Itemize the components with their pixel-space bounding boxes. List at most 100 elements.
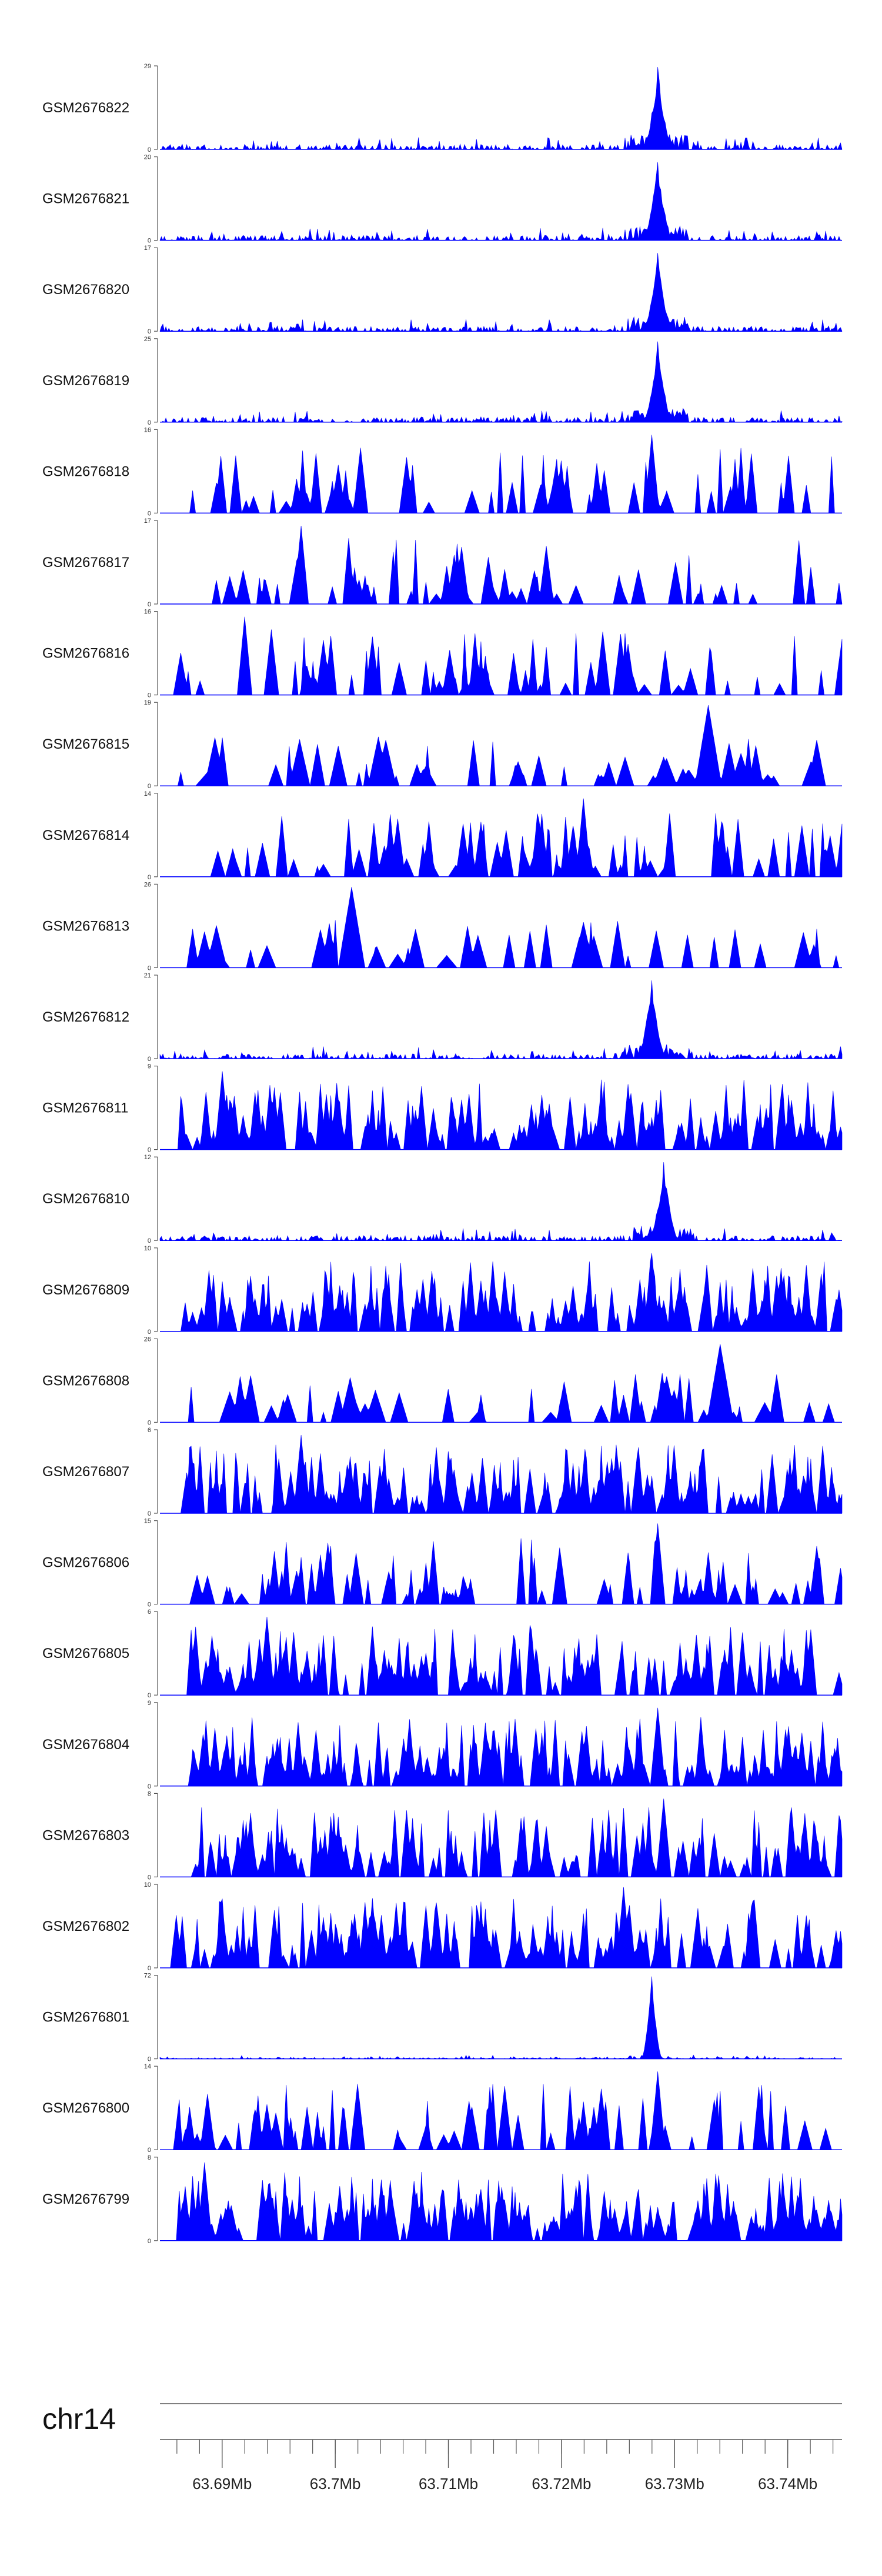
track-label: GSM2676801 <box>42 2010 129 2026</box>
track-y-min-label: 0 <box>148 1419 151 1426</box>
track-label: GSM2676817 <box>42 555 129 570</box>
x-tick-label: 63.7Mb <box>310 2475 361 2492</box>
track-y-min-label: 0 <box>148 1601 151 1609</box>
track-label: GSM2676812 <box>42 1009 129 1025</box>
coverage-track: GSM2676822 29 0 <box>42 63 843 154</box>
coverage-track: GSM2676817 17 0 <box>42 518 843 608</box>
coverage-track: GSM2676805 6 0 <box>42 1609 843 1699</box>
track-label: GSM2676811 <box>42 1100 128 1116</box>
coverage-track: GSM2676812 21 0 <box>42 972 843 1063</box>
track-y-max-label: 14 <box>144 790 151 798</box>
track-label: GSM2676822 <box>42 100 129 116</box>
track-y-max-label: 26 <box>144 881 151 888</box>
coverage-track: GSM2676809 10 0 <box>42 1245 843 1336</box>
track-y-max-label: 8 <box>148 2154 151 2161</box>
track-y-min-label: 0 <box>148 2238 151 2245</box>
track-y-min-label: 0 <box>148 1783 151 1790</box>
track-label: GSM2676816 <box>42 646 129 662</box>
track-y-min-label: 0 <box>148 692 151 699</box>
track-y-min-label: 0 <box>148 783 151 790</box>
track-y-max-label: 8 <box>148 1790 151 1797</box>
x-tick-label: 63.73Mb <box>645 2475 704 2492</box>
track-y-min-label: 0 <box>148 419 151 426</box>
track-label: GSM2676805 <box>42 1646 129 1661</box>
coverage-track: GSM2676807 6 0 <box>42 1427 843 1517</box>
track-y-min-label: 0 <box>148 874 151 881</box>
track-label: GSM2676803 <box>42 1827 129 1843</box>
track-y-max-label: 21 <box>144 972 151 979</box>
track-y-max-label: 12 <box>144 1154 151 1161</box>
track-y-min-label: 0 <box>148 601 151 608</box>
coverage-track: GSM2676815 19 0 <box>42 699 842 790</box>
track-label: GSM2676809 <box>42 1282 129 1298</box>
track-y-max-label: 6 <box>148 1609 151 1616</box>
coverage-track: GSM2676819 25 0 <box>42 336 843 426</box>
track-y-max-label: 72 <box>144 1973 151 1980</box>
track-y-min-label: 0 <box>148 1510 151 1517</box>
coverage-track: GSM2676806 15 0 <box>42 1518 843 1609</box>
coverage-track: GSM2676804 9 0 <box>42 1700 843 1790</box>
track-label: GSM2676802 <box>42 1918 129 1934</box>
track-label: GSM2676804 <box>42 1737 129 1753</box>
coverage-track: GSM2676814 14 0 <box>42 790 843 881</box>
track-y-min-label: 0 <box>148 238 151 245</box>
track-y-min-label: 0 <box>148 1237 151 1244</box>
coverage-track: GSM2676802 10 0 <box>42 1881 843 1972</box>
track-y-max-label: 26 <box>144 1336 151 1343</box>
track-y-max-label: 25 <box>144 336 151 343</box>
track-y-max-label: 9 <box>148 1700 151 1707</box>
track-y-min-label: 0 <box>148 1965 151 1972</box>
x-tick-label: 63.69Mb <box>192 2475 252 2492</box>
track-label: GSM2676806 <box>42 1555 129 1571</box>
coverage-area <box>160 435 842 513</box>
track-y-min-label: 0 <box>148 1329 151 1336</box>
coverage-area <box>160 1617 843 1696</box>
track-y-min-label: 0 <box>148 1692 151 1699</box>
track-label: GSM2676821 <box>42 191 129 207</box>
coverage-track: GSM2676800 14 0 <box>42 2063 842 2154</box>
x-tick-label: 63.71Mb <box>419 2475 478 2492</box>
coverage-track: GSM2676820 17 0 <box>42 245 843 335</box>
tracks-layer: GSM2676822290GSM2676821200GSM2676820170G… <box>42 63 843 2245</box>
track-label: GSM2676808 <box>42 1373 129 1389</box>
track-y-min-label: 0 <box>148 2147 151 2154</box>
track-y-min-label: 0 <box>148 1874 151 1881</box>
coverage-track: GSM2676811 9 0 <box>42 1063 843 1154</box>
track-label: GSM2676818 <box>42 463 129 479</box>
coverage-track: GSM2676799 8 0 <box>42 2154 843 2245</box>
track-label: GSM2676807 <box>42 1464 129 1480</box>
chromosome-label: chr14 <box>42 2403 116 2435</box>
track-y-max-label: 17 <box>144 518 151 525</box>
coverage-track: GSM2676808 26 0 <box>42 1336 842 1426</box>
track-y-max-label: 19 <box>144 699 151 706</box>
coverage-track: GSM2676821 20 0 <box>42 154 842 245</box>
track-y-min-label: 0 <box>148 510 151 517</box>
genome-axis: chr14 63.69Mb 63.7Mb 63.71Mb 63.72Mb 63.73Mb… <box>42 2403 842 2492</box>
track-label: GSM2676799 <box>42 2191 129 2207</box>
track-y-max-label: 16 <box>144 609 151 616</box>
track-y-max-label: 6 <box>148 1427 151 1434</box>
track-label: GSM2676814 <box>42 827 129 843</box>
coverage-area <box>160 1434 843 1514</box>
coverage-track: GSM2676803 8 0 <box>42 1790 843 1881</box>
coverage-area <box>160 2162 843 2241</box>
track-label: GSM2676813 <box>42 918 129 934</box>
coverage-track: GSM2676818 16 0 <box>42 426 842 517</box>
coverage-area <box>160 1253 843 1332</box>
genome-axis-ticks: 63.69Mb 63.7Mb 63.71Mb 63.72Mb 63.73Mb 63.74M… <box>176 2440 834 2492</box>
track-y-max-label: 20 <box>144 154 151 161</box>
coverage-area <box>160 341 843 423</box>
track-y-max-label: 15 <box>144 1518 151 1525</box>
track-label: GSM2676800 <box>42 2100 129 2116</box>
coverage-track: GSM2676816 16 0 <box>42 609 843 699</box>
track-y-max-label: 14 <box>144 2063 151 2070</box>
track-y-min-label: 0 <box>148 965 151 972</box>
track-y-min-label: 0 <box>148 2056 151 2063</box>
x-tick-label: 63.72Mb <box>532 2475 591 2492</box>
track-y-max-label: 16 <box>144 426 151 433</box>
x-tick-label: 63.74Mb <box>758 2475 817 2492</box>
track-y-min-label: 0 <box>148 146 151 154</box>
track-y-max-label: 29 <box>144 63 151 70</box>
